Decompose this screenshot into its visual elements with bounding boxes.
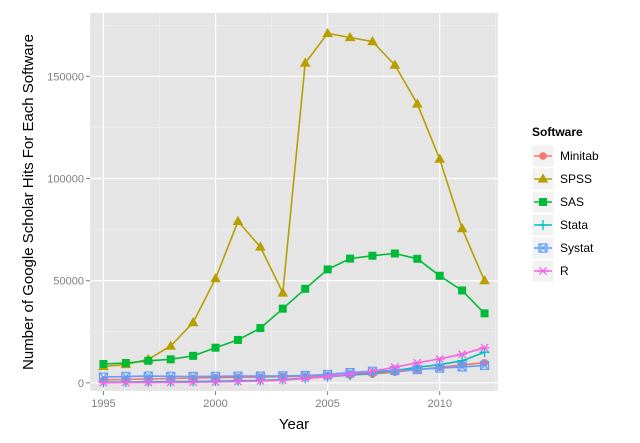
legend-item-systat: Systat bbox=[531, 236, 594, 260]
data-point bbox=[389, 363, 400, 372]
data-point bbox=[98, 378, 109, 387]
series-layer bbox=[98, 27, 490, 388]
series-r bbox=[98, 343, 490, 387]
legend-item-sas: SAS bbox=[531, 190, 584, 214]
data-point bbox=[165, 378, 176, 387]
data-point bbox=[187, 316, 199, 327]
data-point bbox=[323, 265, 332, 274]
legend-label: R bbox=[560, 264, 569, 278]
data-point bbox=[232, 215, 244, 226]
data-point bbox=[344, 31, 356, 42]
x-tick-label: 2005 bbox=[315, 398, 339, 410]
data-point bbox=[144, 356, 153, 365]
legend-label: Systat bbox=[560, 241, 594, 255]
data-point bbox=[211, 343, 220, 352]
data-point bbox=[479, 275, 490, 285]
data-point bbox=[412, 364, 422, 375]
data-point bbox=[277, 376, 288, 385]
y-tick-label: 100000 bbox=[47, 174, 84, 186]
data-point bbox=[479, 343, 490, 352]
data-point bbox=[278, 304, 287, 313]
legend-label: Minitab bbox=[560, 149, 599, 163]
data-point bbox=[434, 153, 446, 163]
data-point bbox=[300, 374, 311, 383]
data-point bbox=[346, 254, 355, 263]
legend-title: Software bbox=[532, 125, 583, 139]
data-point bbox=[255, 376, 266, 386]
data-point bbox=[435, 363, 445, 373]
data-point bbox=[368, 251, 377, 260]
series-sas bbox=[99, 249, 489, 369]
legend-items: Minitab SPSS SAS Stata Systat R bbox=[531, 144, 599, 283]
y-tick-label: 0 bbox=[78, 378, 84, 390]
data-point bbox=[120, 378, 131, 387]
legend-item-spss: SPSS bbox=[531, 167, 592, 191]
data-point bbox=[390, 249, 399, 258]
legend: Software Minitab SPSS SAS Stata Systat R bbox=[531, 125, 599, 283]
data-point bbox=[188, 378, 199, 387]
data-point bbox=[456, 222, 468, 233]
data-point bbox=[457, 355, 468, 366]
y-axis-title: Number of Google Scholar Hits For Each S… bbox=[20, 34, 37, 370]
data-point bbox=[322, 27, 333, 38]
data-point bbox=[412, 358, 423, 367]
data-point bbox=[165, 340, 177, 350]
data-point bbox=[256, 324, 265, 333]
data-point bbox=[538, 220, 548, 230]
data-point bbox=[210, 273, 221, 283]
x-axis-title: Year bbox=[279, 416, 309, 433]
data-point bbox=[367, 367, 378, 376]
data-point bbox=[457, 350, 468, 359]
data-point bbox=[538, 266, 548, 276]
data-point bbox=[322, 372, 333, 381]
data-point bbox=[367, 368, 378, 379]
axis-ticks: 1995 2000 2005 2010 0 50000 100000 150000 bbox=[47, 71, 452, 410]
data-point bbox=[434, 354, 445, 363]
data-point bbox=[299, 57, 311, 67]
data-point bbox=[255, 241, 266, 251]
x-tick-label: 1995 bbox=[91, 398, 115, 410]
data-point bbox=[233, 335, 242, 344]
legend-item-r: R bbox=[531, 259, 569, 283]
data-point bbox=[539, 198, 547, 206]
data-point bbox=[232, 377, 243, 386]
data-point bbox=[345, 370, 356, 379]
data-point bbox=[480, 309, 489, 318]
data-point bbox=[457, 362, 467, 372]
legend-item-minitab: Minitab bbox=[531, 144, 599, 168]
data-point bbox=[537, 173, 549, 183]
data-point bbox=[539, 152, 547, 160]
data-point bbox=[413, 254, 422, 263]
data-point bbox=[367, 36, 378, 46]
gridlines bbox=[90, 13, 498, 391]
data-point bbox=[301, 284, 310, 293]
data-point bbox=[277, 287, 289, 297]
data-point bbox=[538, 243, 548, 253]
data-point bbox=[143, 371, 153, 381]
data-point bbox=[189, 351, 198, 360]
data-point bbox=[411, 98, 423, 108]
data-point bbox=[458, 286, 467, 295]
data-point bbox=[143, 378, 154, 387]
y-tick-label: 150000 bbox=[47, 71, 84, 83]
legend-item-stata: Stata bbox=[531, 213, 588, 237]
x-tick-label: 2000 bbox=[203, 398, 227, 410]
data-point bbox=[210, 377, 221, 387]
data-point bbox=[121, 359, 130, 368]
legend-label: SPSS bbox=[560, 172, 592, 186]
data-point bbox=[389, 59, 401, 69]
data-point bbox=[479, 347, 490, 358]
data-point bbox=[435, 271, 444, 280]
data-point bbox=[166, 355, 175, 364]
plot-panel bbox=[90, 13, 498, 391]
x-tick-label: 2010 bbox=[427, 398, 451, 410]
data-point bbox=[99, 360, 108, 369]
data-point bbox=[412, 362, 423, 373]
legend-label: SAS bbox=[560, 195, 584, 209]
data-point bbox=[479, 360, 490, 371]
legend-label: Stata bbox=[560, 218, 588, 232]
y-tick-label: 50000 bbox=[53, 276, 84, 288]
